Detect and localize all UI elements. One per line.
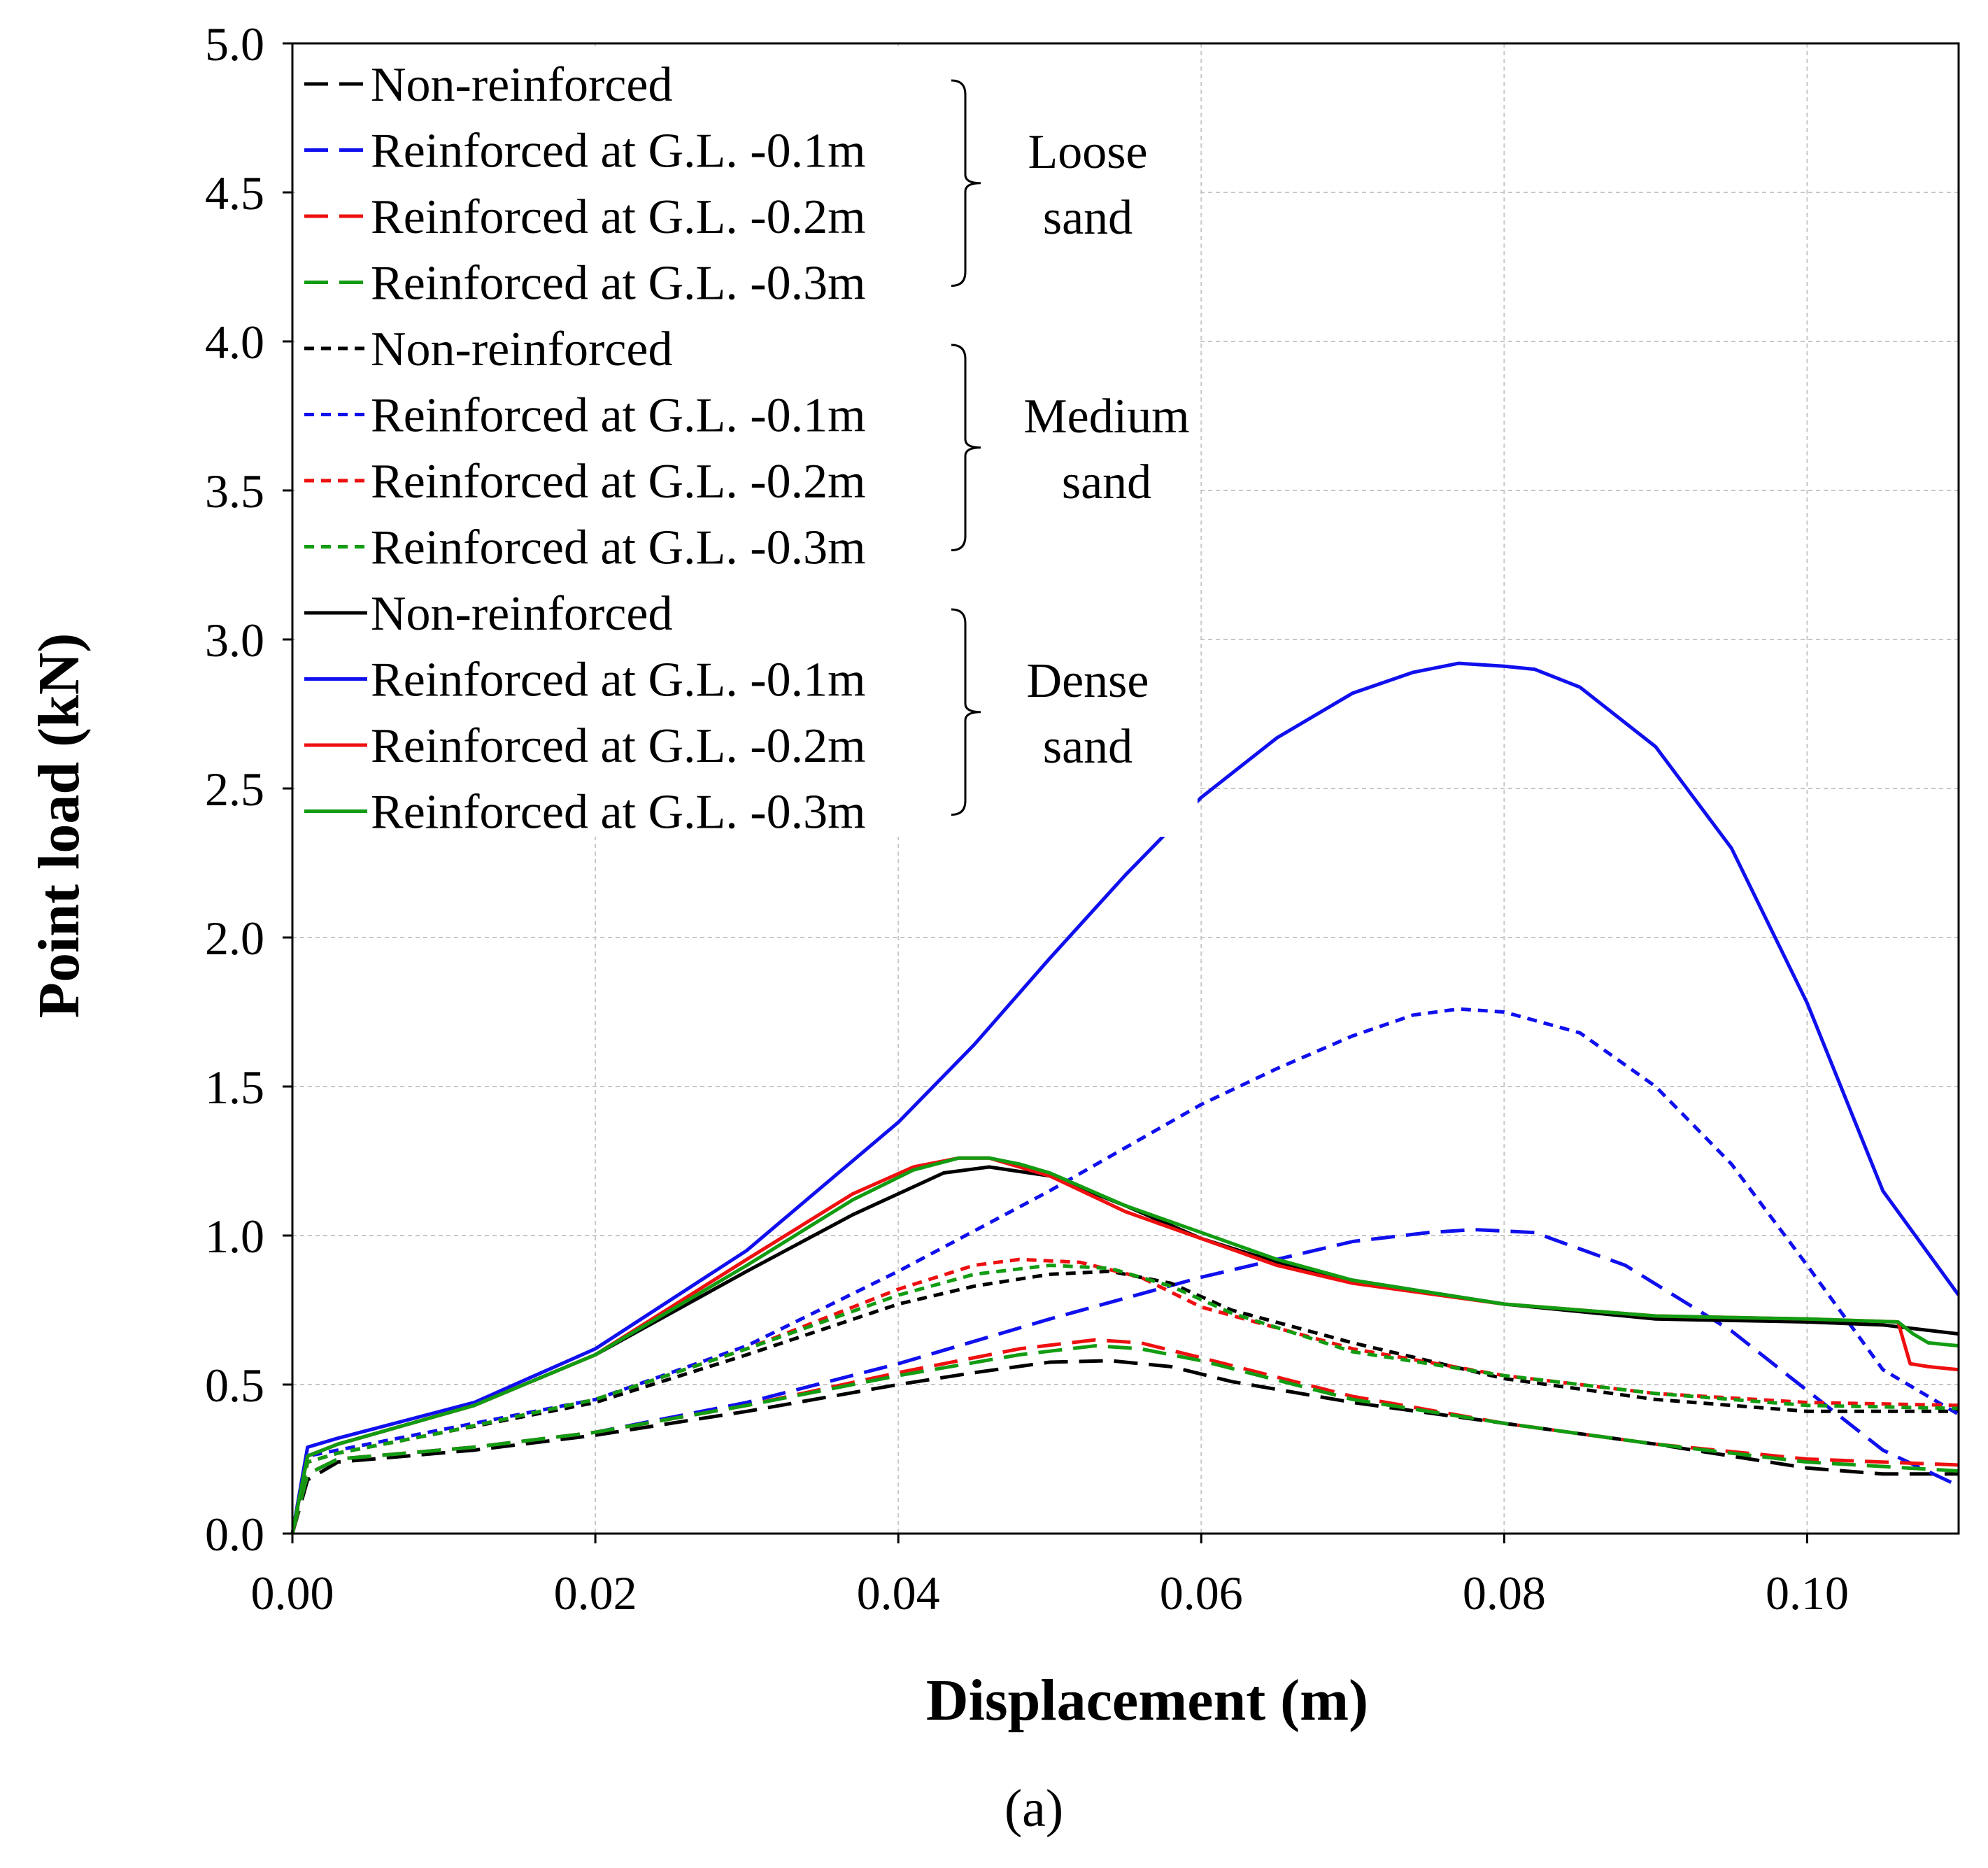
y-tick-label: 1.5 <box>205 1061 264 1114</box>
group-label-line1: Loose <box>1028 125 1147 179</box>
y-tick-label: 5.0 <box>205 17 264 71</box>
series-line-solid-8 <box>290 1165 1959 1534</box>
group-label-line1: Dense <box>1027 654 1149 708</box>
series-line-short-dash-4 <box>290 1269 1959 1534</box>
series-line-long-dash-3 <box>290 1344 1959 1534</box>
y-axis-title: Point load (kN) <box>27 633 92 1019</box>
plot-series <box>290 661 1961 1534</box>
series-line-long-dash-1 <box>290 1228 1960 1534</box>
x-tick-label: 0.00 <box>251 1566 334 1620</box>
group-brace <box>951 79 981 287</box>
y-tick-label: 4.0 <box>205 316 264 369</box>
legend-label-9: Reinforced at G.L. -0.1m <box>371 653 866 707</box>
group-label-line2: sand <box>1043 191 1133 245</box>
legend-label-7: Reinforced at G.L. -0.3m <box>371 521 866 575</box>
x-axis-title: Displacement (m) <box>926 1668 1368 1733</box>
legend-label-3: Reinforced at G.L. -0.3m <box>371 257 866 311</box>
legend-background <box>295 46 1198 837</box>
y-tick-label: 3.5 <box>205 465 264 518</box>
group-brace <box>951 608 981 816</box>
x-tick-label: 0.08 <box>1463 1566 1546 1620</box>
y-tick-label: 0.0 <box>205 1508 264 1561</box>
figure-caption: (a) <box>1004 1779 1063 1838</box>
x-tick-label: 0.06 <box>1160 1566 1243 1620</box>
series-line-solid-9 <box>290 661 1961 1534</box>
group-label-line1: Medium <box>1023 390 1189 444</box>
series-line-long-dash-2 <box>290 1338 1959 1534</box>
group-label-line2: sand <box>1062 455 1151 509</box>
legend: Non-reinforced Reinforced at G.L. -0.1m Re… <box>295 46 1198 840</box>
group-brace <box>951 344 981 551</box>
series-line-solid-10 <box>290 1156 1959 1534</box>
legend-label-2: Reinforced at G.L. -0.2m <box>371 190 866 244</box>
series-line-short-dash-7 <box>290 1264 1959 1534</box>
y-tick-label: 2.0 <box>205 912 264 965</box>
y-tick-label: 0.5 <box>205 1359 264 1412</box>
series-line-solid-11 <box>290 1156 1959 1534</box>
x-tick-label: 0.04 <box>857 1566 940 1620</box>
legend-label-8: Non-reinforced <box>371 587 672 641</box>
legend-label-1: Reinforced at G.L. -0.1m <box>371 125 866 178</box>
x-tick-label: 0.02 <box>554 1566 637 1620</box>
x-tick-label: 0.10 <box>1766 1566 1849 1620</box>
group-label-line2: sand <box>1043 720 1133 774</box>
y-tick-label: 4.5 <box>205 167 264 220</box>
legend-label-11: Reinforced at G.L. -0.3m <box>371 786 866 840</box>
legend-label-4: Non-reinforced <box>371 323 672 376</box>
series-line-long-dash-0 <box>290 1359 1959 1534</box>
legend-label-5: Reinforced at G.L. -0.1m <box>371 389 866 443</box>
y-tick-label: 3.0 <box>205 614 264 667</box>
y-tick-label: 2.5 <box>205 763 264 816</box>
legend-label-10: Reinforced at G.L. -0.2m <box>371 719 866 773</box>
axes: 0.0 0.5 1.0 1.5 2.0 2.5 3.0 3.5 4.0 4.5 5.0 0.00 0.0… <box>205 17 1960 1620</box>
series-line-short-dash-5 <box>290 1007 1960 1534</box>
legend-label-0: Non-reinforced <box>371 58 672 112</box>
legend-label-6: Reinforced at G.L. -0.2m <box>371 455 866 509</box>
y-tick-label: 1.0 <box>205 1210 264 1263</box>
